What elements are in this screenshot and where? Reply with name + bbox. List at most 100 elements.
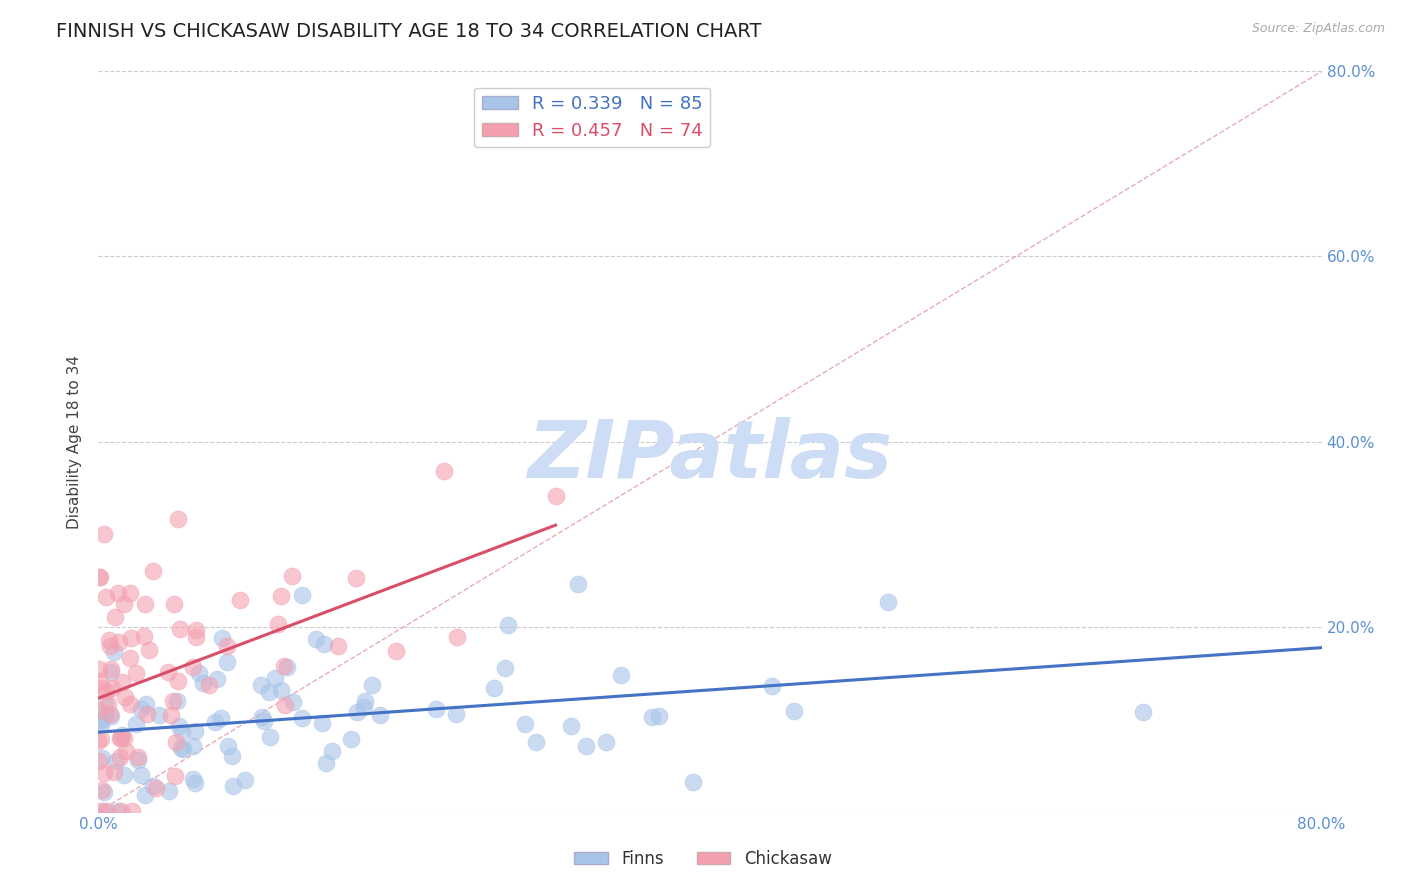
Point (172, 741, 194, 756)
Point (761, 679, 783, 693)
Point (167, 719, 190, 733)
Point (94, 591, 117, 605)
Point (107, 586, 129, 600)
Point (120, 631, 142, 645)
Point (108, 634, 131, 648)
Point (118, 697, 141, 711)
Point (166, 674, 188, 689)
Point (108, 750, 131, 764)
Point (186, 630, 208, 644)
Point (127, 749, 149, 764)
Point (89, 673, 111, 688)
Point (165, 769, 187, 783)
Point (188, 666, 211, 681)
Point (118, 586, 141, 600)
Point (166, 694, 188, 708)
Point (250, 710, 273, 724)
Point (100, 662, 122, 676)
Point (682, 775, 704, 789)
Text: FINNISH VS CHICKASAW DISABILITY AGE 18 TO 34 CORRELATION CHART: FINNISH VS CHICKASAW DISABILITY AGE 18 T… (56, 22, 762, 41)
Point (103, 765, 125, 780)
Point (93, 765, 115, 780)
Point (321, 743, 343, 757)
Point (97, 697, 120, 711)
Point (157, 665, 180, 679)
Point (575, 739, 598, 754)
Point (89, 804, 111, 818)
Point (90, 717, 112, 731)
Point (326, 639, 349, 653)
Point (93, 804, 115, 818)
Point (141, 779, 163, 793)
Point (513, 717, 536, 731)
Point (494, 661, 516, 675)
Point (115, 744, 138, 758)
Point (170, 741, 193, 756)
Point (1132, 706, 1154, 720)
Text: ZIPatlas: ZIPatlas (527, 417, 893, 495)
Point (169, 622, 191, 636)
Point (229, 593, 252, 607)
Point (276, 660, 298, 674)
Point (339, 731, 361, 746)
Point (385, 644, 408, 658)
Point (560, 719, 582, 733)
Point (163, 597, 186, 611)
Point (211, 631, 233, 645)
Point (253, 714, 276, 728)
Y-axis label: Disability Age 18 to 34: Disability Age 18 to 34 (67, 354, 83, 529)
Point (121, 804, 143, 818)
Point (315, 756, 337, 770)
Point (444, 707, 467, 722)
Point (138, 643, 160, 657)
Point (89, 754, 111, 768)
Point (274, 698, 297, 712)
Point (425, 702, 447, 716)
Point (181, 772, 204, 786)
Point (204, 714, 226, 729)
Point (524, 735, 547, 749)
Point (181, 739, 204, 754)
Point (87, 714, 110, 728)
Point (103, 645, 125, 659)
Point (90, 681, 112, 695)
Point (610, 668, 633, 682)
Point (108, 731, 131, 746)
Point (107, 804, 129, 818)
Legend: R = 0.339   N = 85, R = 0.457   N = 74: R = 0.339 N = 85, R = 0.457 N = 74 (474, 87, 710, 147)
Point (91, 783, 114, 797)
Point (90, 713, 112, 727)
Point (167, 512, 190, 526)
Point (221, 749, 243, 764)
Point (270, 682, 292, 697)
Point (90, 732, 112, 747)
Point (259, 731, 281, 745)
Point (249, 678, 271, 692)
Point (125, 666, 148, 681)
Point (91, 751, 114, 765)
Point (876, 595, 898, 609)
Point (157, 784, 180, 798)
Point (267, 617, 290, 632)
Point (104, 754, 127, 768)
Point (87, 703, 110, 717)
Legend: Finns, Chickasaw: Finns, Chickasaw (568, 844, 838, 875)
Point (87, 570, 110, 584)
Point (136, 706, 159, 721)
Point (87, 734, 110, 748)
Point (344, 571, 367, 585)
Point (433, 464, 456, 478)
Point (132, 629, 155, 643)
Point (110, 728, 132, 742)
Point (110, 731, 132, 745)
Point (270, 589, 292, 603)
Point (648, 708, 671, 723)
Point (112, 597, 135, 611)
Point (281, 695, 304, 709)
Point (134, 788, 156, 802)
Point (142, 564, 165, 578)
Point (222, 779, 245, 793)
Point (94, 708, 117, 723)
Point (129, 702, 152, 716)
Point (112, 731, 135, 745)
